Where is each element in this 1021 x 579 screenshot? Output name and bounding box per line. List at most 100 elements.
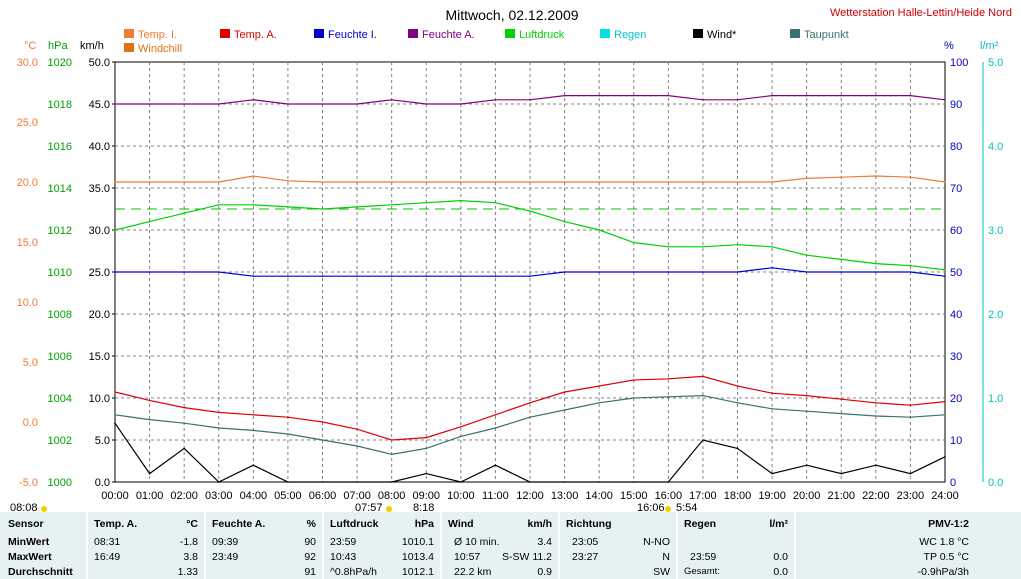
row-labels-panel: Sensor MinWert MaxWert Durchschnitt <box>0 512 86 579</box>
x-tick-4: 04:00 <box>240 490 268 502</box>
wind-distance: 22.2 km <box>454 566 492 578</box>
series-3-point-14 <box>598 271 600 273</box>
hpa-tick-10: 1000 <box>48 477 72 489</box>
series-1-point-23 <box>909 404 912 407</box>
wind-header: Wind <box>448 518 474 530</box>
series-3-point-0 <box>114 271 116 273</box>
row-label-avg: Durchschnitt <box>8 566 73 578</box>
series-5-point-19 <box>771 246 773 248</box>
series-5-point-11 <box>494 201 497 204</box>
series-2-point-6 <box>321 439 324 441</box>
hpa-tick-1: 1018 <box>48 99 72 111</box>
series-2-point-13 <box>563 409 566 411</box>
series-3-point-21 <box>840 271 843 273</box>
x-tick-18: 18:00 <box>724 490 752 502</box>
series-0-point-12 <box>529 181 531 183</box>
rain-total-label: Gesamt: <box>684 566 720 577</box>
series-6-point-24 <box>944 456 946 458</box>
series-5-point-8 <box>390 204 393 206</box>
series-0-point-5 <box>287 180 289 182</box>
series-3-point-11 <box>494 275 497 278</box>
series-3-point-18 <box>736 271 739 273</box>
series-4-point-22 <box>875 94 877 97</box>
series-0-point-9 <box>425 181 428 183</box>
legend-swatch-5 <box>505 29 515 38</box>
series-5-point-20 <box>805 254 808 256</box>
statistics-table: Sensor MinWert MaxWert Durchschnitt Temp… <box>0 512 1021 579</box>
series-5-point-21 <box>840 258 843 261</box>
series-4-point-8 <box>390 99 393 101</box>
series-2-point-2 <box>183 422 185 425</box>
series-3-point-16 <box>667 271 670 273</box>
pct-tick-5: 50 <box>950 267 962 279</box>
series-2-point-19 <box>771 408 773 410</box>
pct-tick-9: 10 <box>950 435 962 447</box>
series-4-point-3 <box>217 103 220 105</box>
pressure-avg-value: 1012.1 <box>401 566 434 578</box>
kmh-tick-2: 40.0 <box>89 141 110 153</box>
hpa-tick-5: 1010 <box>48 267 72 279</box>
x-tick-14: 14:00 <box>585 490 613 502</box>
wind-avg-label: Ø 10 min. <box>454 536 500 548</box>
series-0-point-16 <box>667 181 670 183</box>
legend-swatch-2 <box>220 29 230 38</box>
row-label-max: MaxWert <box>8 551 52 563</box>
weather-chart: Mittwoch, 02.12.2009 Wetterstation Halle-… <box>10 7 1012 512</box>
series-5-point-17 <box>702 246 704 248</box>
series-3-point-4 <box>252 275 255 278</box>
series-5-point-24 <box>944 269 946 271</box>
temp-min-time: 08:31 <box>94 536 121 548</box>
series-1-point-3 <box>217 411 220 414</box>
pct-tick-6: 40 <box>950 309 962 321</box>
series-6-point-7 <box>356 481 358 483</box>
pmv-header: PMV-1:2 <box>928 518 969 530</box>
series-3-point-13 <box>563 271 566 273</box>
legend-label-1: Windchill <box>138 43 182 55</box>
series-1-point-19 <box>771 392 773 395</box>
series-1-point-11 <box>494 414 497 416</box>
sun-noon-time: 8:18 <box>413 502 434 512</box>
kmh-tick-6: 20.0 <box>89 309 110 321</box>
series-1-point-20 <box>805 394 808 397</box>
series-2-point-17 <box>702 394 704 397</box>
pct-tick-1: 90 <box>950 99 962 111</box>
series-0-point-7 <box>356 181 358 183</box>
series-1-point-8 <box>390 439 393 441</box>
series-2-point-16 <box>667 396 670 398</box>
rain-header: Regen <box>684 518 717 530</box>
series-0-point-18 <box>736 181 739 183</box>
series-5-point-15 <box>632 241 635 244</box>
series-5-point-5 <box>287 206 289 208</box>
x-tick-23: 23:00 <box>897 490 925 502</box>
kmh-tick-1: 45.0 <box>89 99 110 111</box>
series-2-point-18 <box>736 402 739 404</box>
series-3-point-12 <box>529 275 531 278</box>
humidity-panel: Feuchte A. % 09:39 90 23:49 92 91 <box>206 512 322 579</box>
series-1-point-7 <box>356 428 358 431</box>
series-1-point-1 <box>148 399 151 402</box>
x-tick-3: 03:00 <box>205 490 233 502</box>
humidity-unit: % <box>306 518 316 530</box>
wind-overall-avg: 0.9 <box>537 566 552 578</box>
series-0-point-13 <box>563 181 566 183</box>
series-3-point-3 <box>217 271 220 273</box>
series-2-point-9 <box>425 447 428 450</box>
series-0-point-14 <box>598 181 600 183</box>
series-2-point-23 <box>909 416 912 419</box>
sun-left-time: 08:08 <box>10 502 38 512</box>
direction-header: Richtung <box>566 518 612 530</box>
x-tick-10: 10:00 <box>447 490 475 502</box>
temp-tick-2: 20.0 <box>17 177 38 189</box>
legend-label-0: Temp. I. <box>138 29 177 41</box>
pressure-header: Luftdruck <box>330 518 379 530</box>
pressure-trend: ^0.8hPa/h <box>330 566 377 578</box>
hpa-tick-6: 1008 <box>48 309 72 321</box>
temp-unit: °C <box>186 518 198 530</box>
pct-tick-4: 60 <box>950 225 962 237</box>
hpa-tick-4: 1012 <box>48 225 72 237</box>
series-0-point-0 <box>114 181 116 183</box>
series-0-point-1 <box>148 181 151 183</box>
series-6-point-20 <box>805 464 808 467</box>
lm2-tick-3: 2.0 <box>988 309 1003 321</box>
series-1-point-15 <box>632 379 635 381</box>
